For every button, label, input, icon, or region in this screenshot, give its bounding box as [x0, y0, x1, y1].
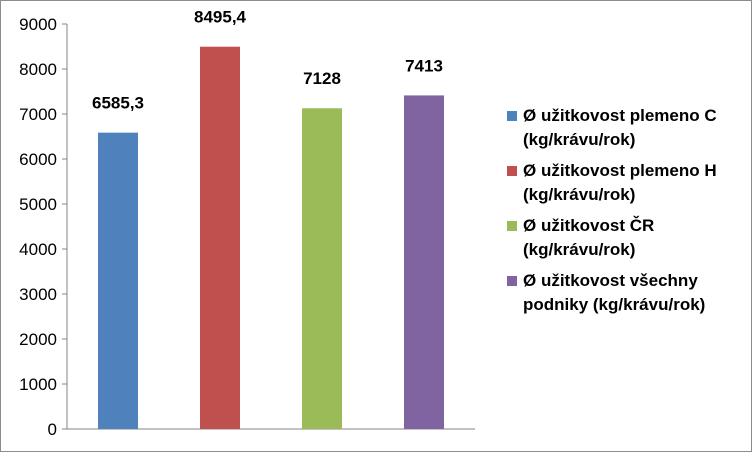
data-label-2: 8495,4	[194, 8, 247, 27]
legend-item-cr: Ø užitkovost ČR (kg/krávu/rok)	[507, 214, 747, 262]
legend-item-plemeno-h: Ø užitkovost plemeno H (kg/krávu/rok)	[507, 159, 747, 207]
bar-3	[302, 108, 342, 430]
legend-label: (kg/krávu/rok)	[523, 185, 636, 204]
legend-label: Ø užitkovost plemeno H	[523, 161, 717, 180]
legend-label: (kg/krávu/rok)	[523, 240, 636, 259]
y-tick-label: 7000	[19, 105, 57, 124]
legend-swatch	[507, 221, 517, 231]
y-tick-label: 6000	[19, 150, 57, 169]
legend-label: Ø užitkovost ČR	[523, 216, 655, 235]
y-tick-label: 8000	[19, 60, 57, 79]
legend-item-plemeno-c: Ø užitkovost plemeno C (kg/krávu/rok)	[507, 104, 747, 152]
data-label-3: 7128	[303, 69, 341, 88]
legend: Ø užitkovost plemeno C (kg/krávu/rok) Ø …	[507, 104, 747, 324]
legend-swatch	[507, 276, 517, 286]
legend-label: Ø užitkovost plemeno C	[523, 106, 717, 125]
legend-item-vsechny-podniky: Ø užitkovost všechny podniky (kg/krávu/r…	[507, 269, 747, 317]
legend-label: Ø užitkovost všechny	[523, 271, 698, 290]
y-tick-label: 1000	[19, 375, 57, 394]
y-tick-label: 3000	[19, 285, 57, 304]
legend-label: (kg/krávu/rok)	[523, 130, 636, 149]
legend-swatch	[507, 166, 517, 176]
bar-4	[404, 95, 444, 429]
legend-label: podniky (kg/krávu/rok)	[523, 295, 706, 314]
y-tick-label: 5000	[19, 195, 57, 214]
y-tick-label: 2000	[19, 330, 57, 349]
y-axis: 0 1000 2000 3000 4000 5000 6000 7000 8000 9000	[19, 15, 67, 439]
data-labels: 6585,3 8495,4 7128 7413	[92, 8, 443, 113]
y-tick-label: 0	[48, 420, 57, 439]
data-label-4: 7413	[405, 56, 443, 75]
legend-swatch	[507, 111, 517, 121]
bar-1	[98, 132, 138, 429]
y-tick-label: 4000	[19, 240, 57, 259]
bar-2	[200, 46, 240, 429]
data-label-1: 6585,3	[92, 94, 144, 113]
y-tick-label: 9000	[19, 15, 57, 34]
bar-series	[98, 46, 444, 430]
